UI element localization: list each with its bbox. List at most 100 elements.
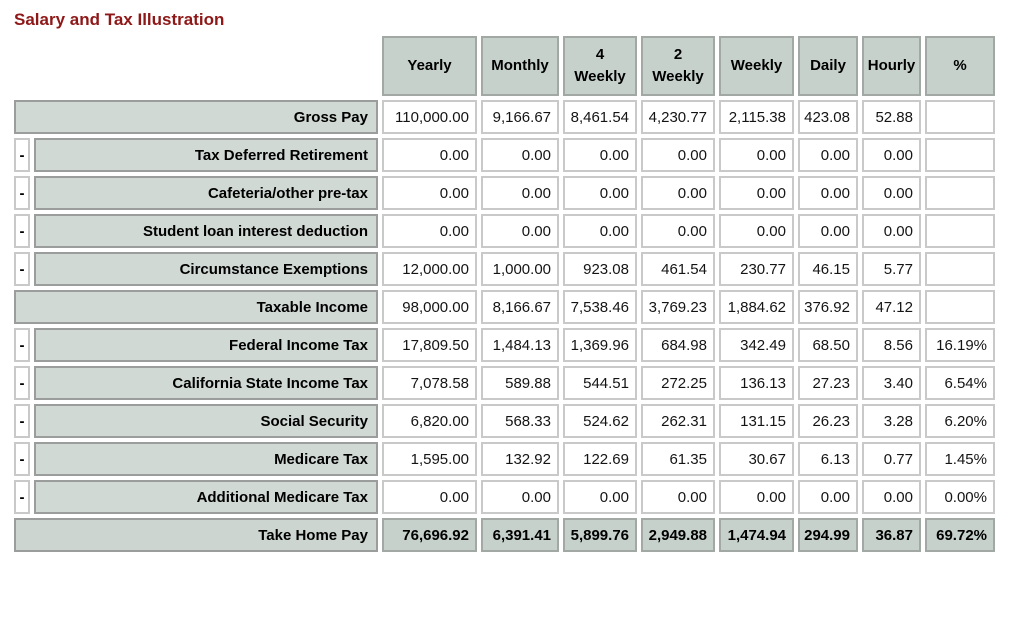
cell-value: 30.67: [719, 442, 794, 476]
cell-value: 6,820.00: [382, 404, 477, 438]
cell-value: 61.35: [641, 442, 715, 476]
cell-value: 2,115.38: [719, 100, 794, 134]
cell-value: 0.00: [481, 138, 559, 172]
deduction-minus-cell: -: [14, 442, 30, 476]
cell-value: 4,230.77: [641, 100, 715, 134]
cell-value: 589.88: [481, 366, 559, 400]
cell-value: [925, 100, 995, 134]
deduction-minus-cell: -: [14, 252, 30, 286]
cell-value: 110,000.00: [382, 100, 477, 134]
deduction-minus-cell: -: [14, 138, 30, 172]
column-header-percent: %: [925, 36, 995, 96]
cell-value: 47.12: [862, 290, 921, 324]
cell-value: 8,166.67: [481, 290, 559, 324]
cell-value: 1.45%: [925, 442, 995, 476]
cell-value: 568.33: [481, 404, 559, 438]
cell-value: 131.15: [719, 404, 794, 438]
cell-value: 0.00: [641, 480, 715, 514]
table-row: - Social Security 6,820.00 568.33 524.62 262.…: [14, 404, 995, 438]
cell-value: 0.00: [641, 138, 715, 172]
cell-value: 136.13: [719, 366, 794, 400]
column-header-daily: Daily: [798, 36, 858, 96]
row-label: Additional Medicare Tax: [34, 480, 378, 514]
cell-value: 16.19%: [925, 328, 995, 362]
row-label: Medicare Tax: [34, 442, 378, 476]
cell-value: [925, 252, 995, 286]
row-label: Circumstance Exemptions: [34, 252, 378, 286]
row-label: California State Income Tax: [34, 366, 378, 400]
cell-value: 0.00: [719, 138, 794, 172]
cell-value: 5.77: [862, 252, 921, 286]
cell-value: 0.00: [382, 214, 477, 248]
cell-value: 230.77: [719, 252, 794, 286]
cell-value: 6.54%: [925, 366, 995, 400]
deduction-minus-cell: -: [14, 480, 30, 514]
row-label: Student loan interest deduction: [34, 214, 378, 248]
cell-value: 0.00: [719, 176, 794, 210]
cell-value: 0.00: [862, 176, 921, 210]
column-header-monthly: Monthly: [481, 36, 559, 96]
table-row: Take Home Pay 76,696.92 6,391.41 5,899.76 2,…: [14, 518, 995, 552]
cell-value: [925, 176, 995, 210]
deduction-minus-cell: -: [14, 404, 30, 438]
table-row: - Medicare Tax 1,595.00 132.92 122.69 61.35 30…: [14, 442, 995, 476]
cell-value: 0.00: [382, 176, 477, 210]
cell-value: 0.00%: [925, 480, 995, 514]
table-body: Gross Pay 110,000.00 9,166.67 8,461.54 4,230…: [14, 100, 995, 552]
header-row: Yearly Monthly 4 Weekly 2 Weekly Weekly …: [14, 36, 995, 96]
cell-value: 684.98: [641, 328, 715, 362]
row-label: Social Security: [34, 404, 378, 438]
cell-value: 3.40: [862, 366, 921, 400]
cell-value: 7,538.46: [563, 290, 637, 324]
deduction-minus-cell: -: [14, 328, 30, 362]
cell-value: 0.00: [798, 214, 858, 248]
cell-value: 0.00: [563, 138, 637, 172]
cell-value: 132.92: [481, 442, 559, 476]
cell-value: 0.00: [798, 138, 858, 172]
cell-value: 0.00: [862, 214, 921, 248]
cell-value: 262.31: [641, 404, 715, 438]
cell-value: 0.00: [719, 214, 794, 248]
cell-value: 2,949.88: [641, 518, 715, 552]
cell-value: 0.77: [862, 442, 921, 476]
cell-value: 1,884.62: [719, 290, 794, 324]
cell-value: 0.00: [481, 214, 559, 248]
cell-value: 27.23: [798, 366, 858, 400]
row-label: Cafeteria/other pre-tax: [34, 176, 378, 210]
page-title: Salary and Tax Illustration: [14, 10, 225, 29]
table-row: - Student loan interest deduction 0.00 0.00…: [14, 214, 995, 248]
cell-value: 0.00: [641, 214, 715, 248]
cell-value: 46.15: [798, 252, 858, 286]
row-label: Federal Income Tax: [34, 328, 378, 362]
cell-value: 0.00: [862, 480, 921, 514]
cell-value: 294.99: [798, 518, 858, 552]
header-spacer: [14, 36, 378, 96]
cell-value: 6.13: [798, 442, 858, 476]
cell-value: [925, 290, 995, 324]
cell-value: 76,696.92: [382, 518, 477, 552]
cell-value: 5,899.76: [563, 518, 637, 552]
table-row: - California State Income Tax 7,078.58 589.…: [14, 366, 995, 400]
cell-value: 0.00: [563, 214, 637, 248]
cell-value: 0.00: [798, 176, 858, 210]
cell-value: [925, 214, 995, 248]
table-row: - Tax Deferred Retirement 0.00 0.00 0.00 0.00…: [14, 138, 995, 172]
cell-value: 1,595.00: [382, 442, 477, 476]
cell-value: 26.23: [798, 404, 858, 438]
cell-value: 0.00: [719, 480, 794, 514]
table-row: - Cafeteria/other pre-tax 0.00 0.00 0.00 0.00…: [14, 176, 995, 210]
cell-value: 0.00: [641, 176, 715, 210]
cell-value: 1,000.00: [481, 252, 559, 286]
cell-value: 8,461.54: [563, 100, 637, 134]
cell-value: 3.28: [862, 404, 921, 438]
table-row: - Federal Income Tax 17,809.50 1,484.13 1,36…: [14, 328, 995, 362]
cell-value: 0.00: [563, 176, 637, 210]
cell-value: 6.20%: [925, 404, 995, 438]
cell-value: 0.00: [862, 138, 921, 172]
cell-value: 122.69: [563, 442, 637, 476]
cell-value: 524.62: [563, 404, 637, 438]
cell-value: 0.00: [481, 176, 559, 210]
row-label: Taxable Income: [14, 290, 378, 324]
cell-value: 423.08: [798, 100, 858, 134]
cell-value: 36.87: [862, 518, 921, 552]
